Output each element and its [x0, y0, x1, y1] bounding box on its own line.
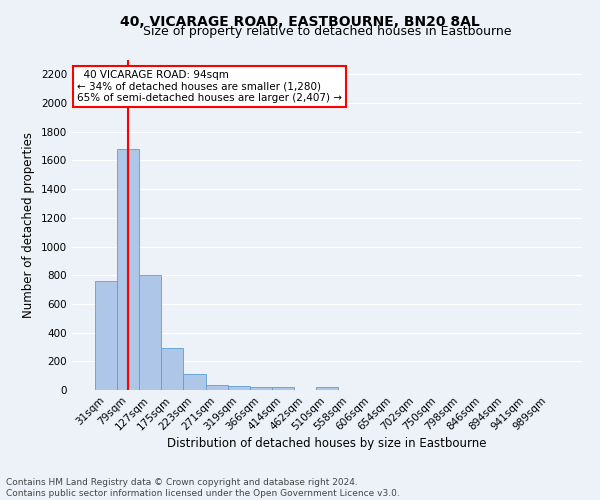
Text: 40 VICARAGE ROAD: 94sqm
← 34% of detached houses are smaller (1,280)
65% of semi: 40 VICARAGE ROAD: 94sqm ← 34% of detache…: [77, 70, 342, 103]
Bar: [95, 281, 117, 390]
Bar: [272, 387, 294, 390]
Bar: [161, 348, 184, 390]
Bar: [250, 387, 272, 390]
Bar: [117, 149, 139, 390]
Title: Size of property relative to detached houses in Eastbourne: Size of property relative to detached ho…: [143, 25, 511, 38]
Bar: [227, 386, 250, 390]
Bar: [139, 275, 161, 390]
Text: Contains HM Land Registry data © Crown copyright and database right 2024.
Contai: Contains HM Land Registry data © Crown c…: [6, 478, 400, 498]
Y-axis label: Number of detached properties: Number of detached properties: [22, 132, 35, 318]
Bar: [206, 384, 227, 390]
Text: 40, VICARAGE ROAD, EASTBOURNE, BN20 8AL: 40, VICARAGE ROAD, EASTBOURNE, BN20 8AL: [120, 15, 480, 29]
Bar: [184, 374, 206, 390]
Bar: [316, 387, 338, 390]
X-axis label: Distribution of detached houses by size in Eastbourne: Distribution of detached houses by size …: [167, 438, 487, 450]
